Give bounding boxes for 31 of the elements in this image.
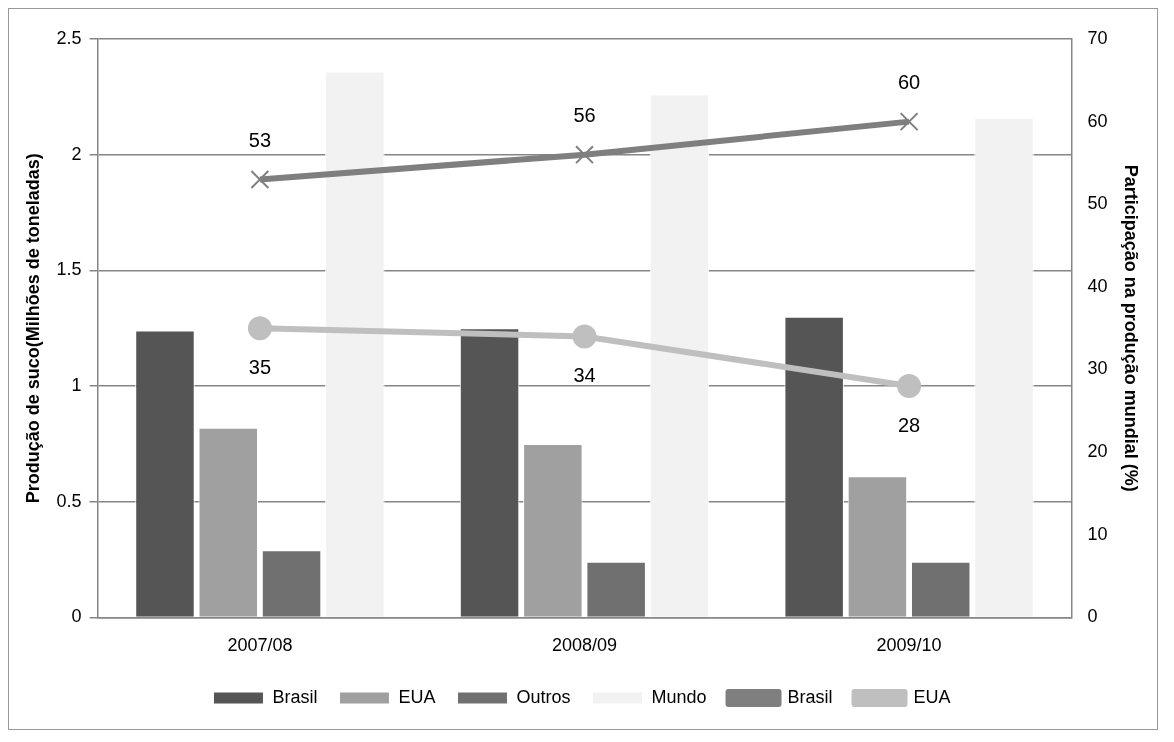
y2-tick-label: 30 — [1087, 358, 1108, 379]
y-tick-label: 2 — [71, 143, 82, 164]
x-tick-label: 2007/08 — [227, 635, 293, 656]
data-label: 35 — [248, 355, 272, 378]
y-tick-label: 0.5 — [56, 490, 82, 511]
x-tick-label: 2008/09 — [551, 635, 618, 656]
y2-tick-label: 40 — [1087, 275, 1108, 296]
y2-tick-label: 10 — [1087, 523, 1108, 544]
legend-label: Outros — [516, 686, 571, 707]
data-label: 53 — [248, 128, 272, 151]
data-label: 28 — [897, 413, 921, 436]
y-tick-label: 2.5 — [56, 27, 82, 48]
data-label: 56 — [573, 104, 596, 127]
y-tick-label: 1.5 — [56, 259, 82, 280]
y-axis-title: Produção de suco(Milhões de toneladas) — [22, 153, 43, 504]
y2-tick-label: 20 — [1087, 441, 1108, 462]
legend-label: Brasil — [272, 686, 318, 707]
y-tick-label: 1 — [71, 375, 82, 396]
y2-axis-title: Participação na produção mundial (%) — [1121, 164, 1142, 492]
x-tick-label: 2009/10 — [876, 635, 942, 656]
y2-tick-label: 60 — [1087, 110, 1108, 131]
data-label: 34 — [573, 363, 596, 386]
y2-tick-label: 0 — [1087, 606, 1098, 627]
legend-label: Brasil — [787, 686, 833, 707]
legend-label: Mundo — [651, 686, 707, 707]
y2-tick-label: 70 — [1087, 27, 1108, 48]
y2-tick-label: 50 — [1087, 193, 1108, 214]
legend-label: EUA — [398, 686, 436, 707]
y-tick-label: 0 — [71, 606, 82, 627]
legend-label: EUA — [913, 686, 951, 707]
data-label: 60 — [897, 71, 921, 94]
